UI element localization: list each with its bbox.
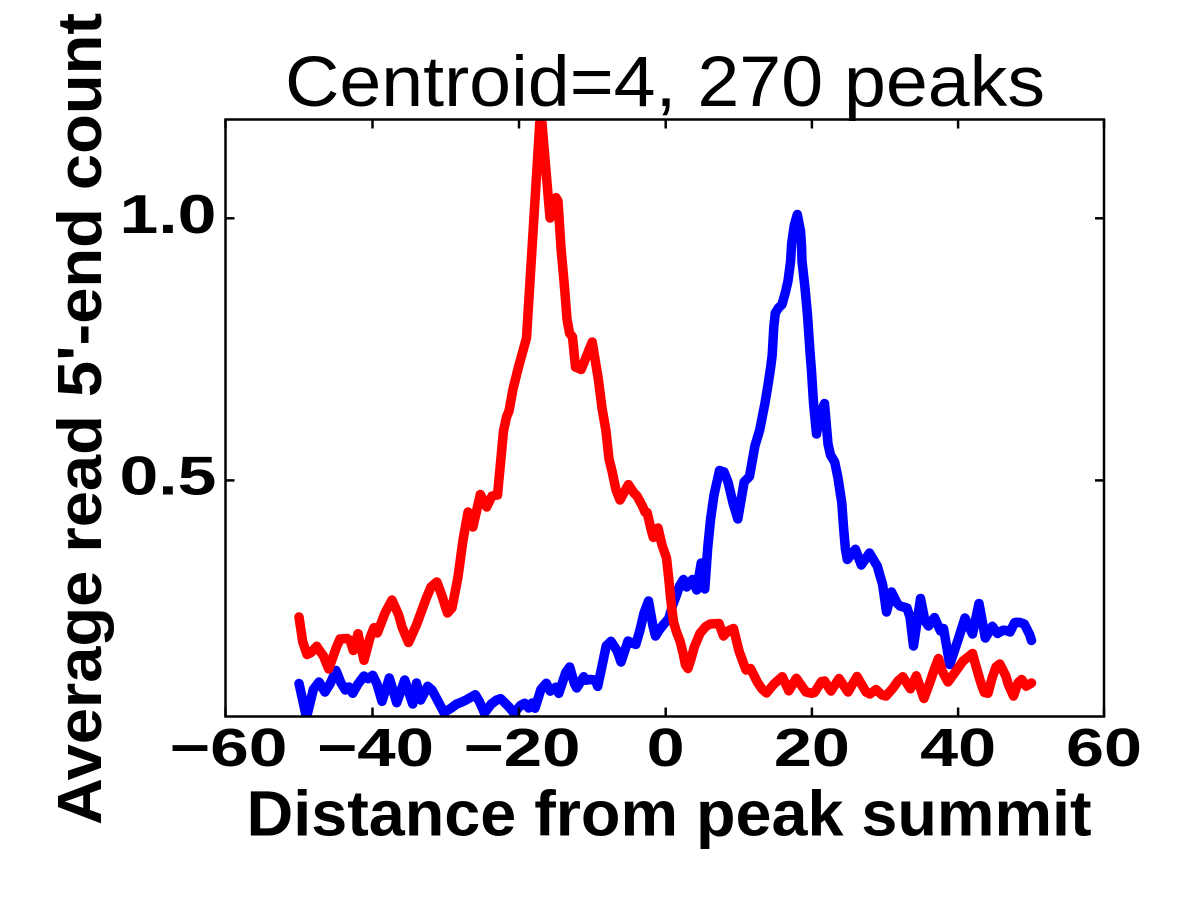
svg-text:−40: −40 bbox=[317, 718, 434, 778]
svg-text:Average read 5'-end count: Average read 5'-end count bbox=[46, 13, 115, 825]
svg-text:−20: −20 bbox=[464, 718, 581, 778]
svg-text:20: 20 bbox=[774, 718, 850, 778]
svg-text:Centroid=4, 270 peaks: Centroid=4, 270 peaks bbox=[285, 43, 1045, 122]
svg-text:40: 40 bbox=[920, 718, 996, 778]
svg-text:60: 60 bbox=[1066, 718, 1142, 778]
svg-text:−60: −60 bbox=[170, 718, 288, 778]
svg-text:0.5: 0.5 bbox=[120, 445, 217, 507]
svg-text:1.0: 1.0 bbox=[120, 183, 217, 245]
svg-text:Distance from peak summit: Distance from peak summit bbox=[247, 778, 1092, 850]
svg-text:0: 0 bbox=[647, 718, 685, 778]
